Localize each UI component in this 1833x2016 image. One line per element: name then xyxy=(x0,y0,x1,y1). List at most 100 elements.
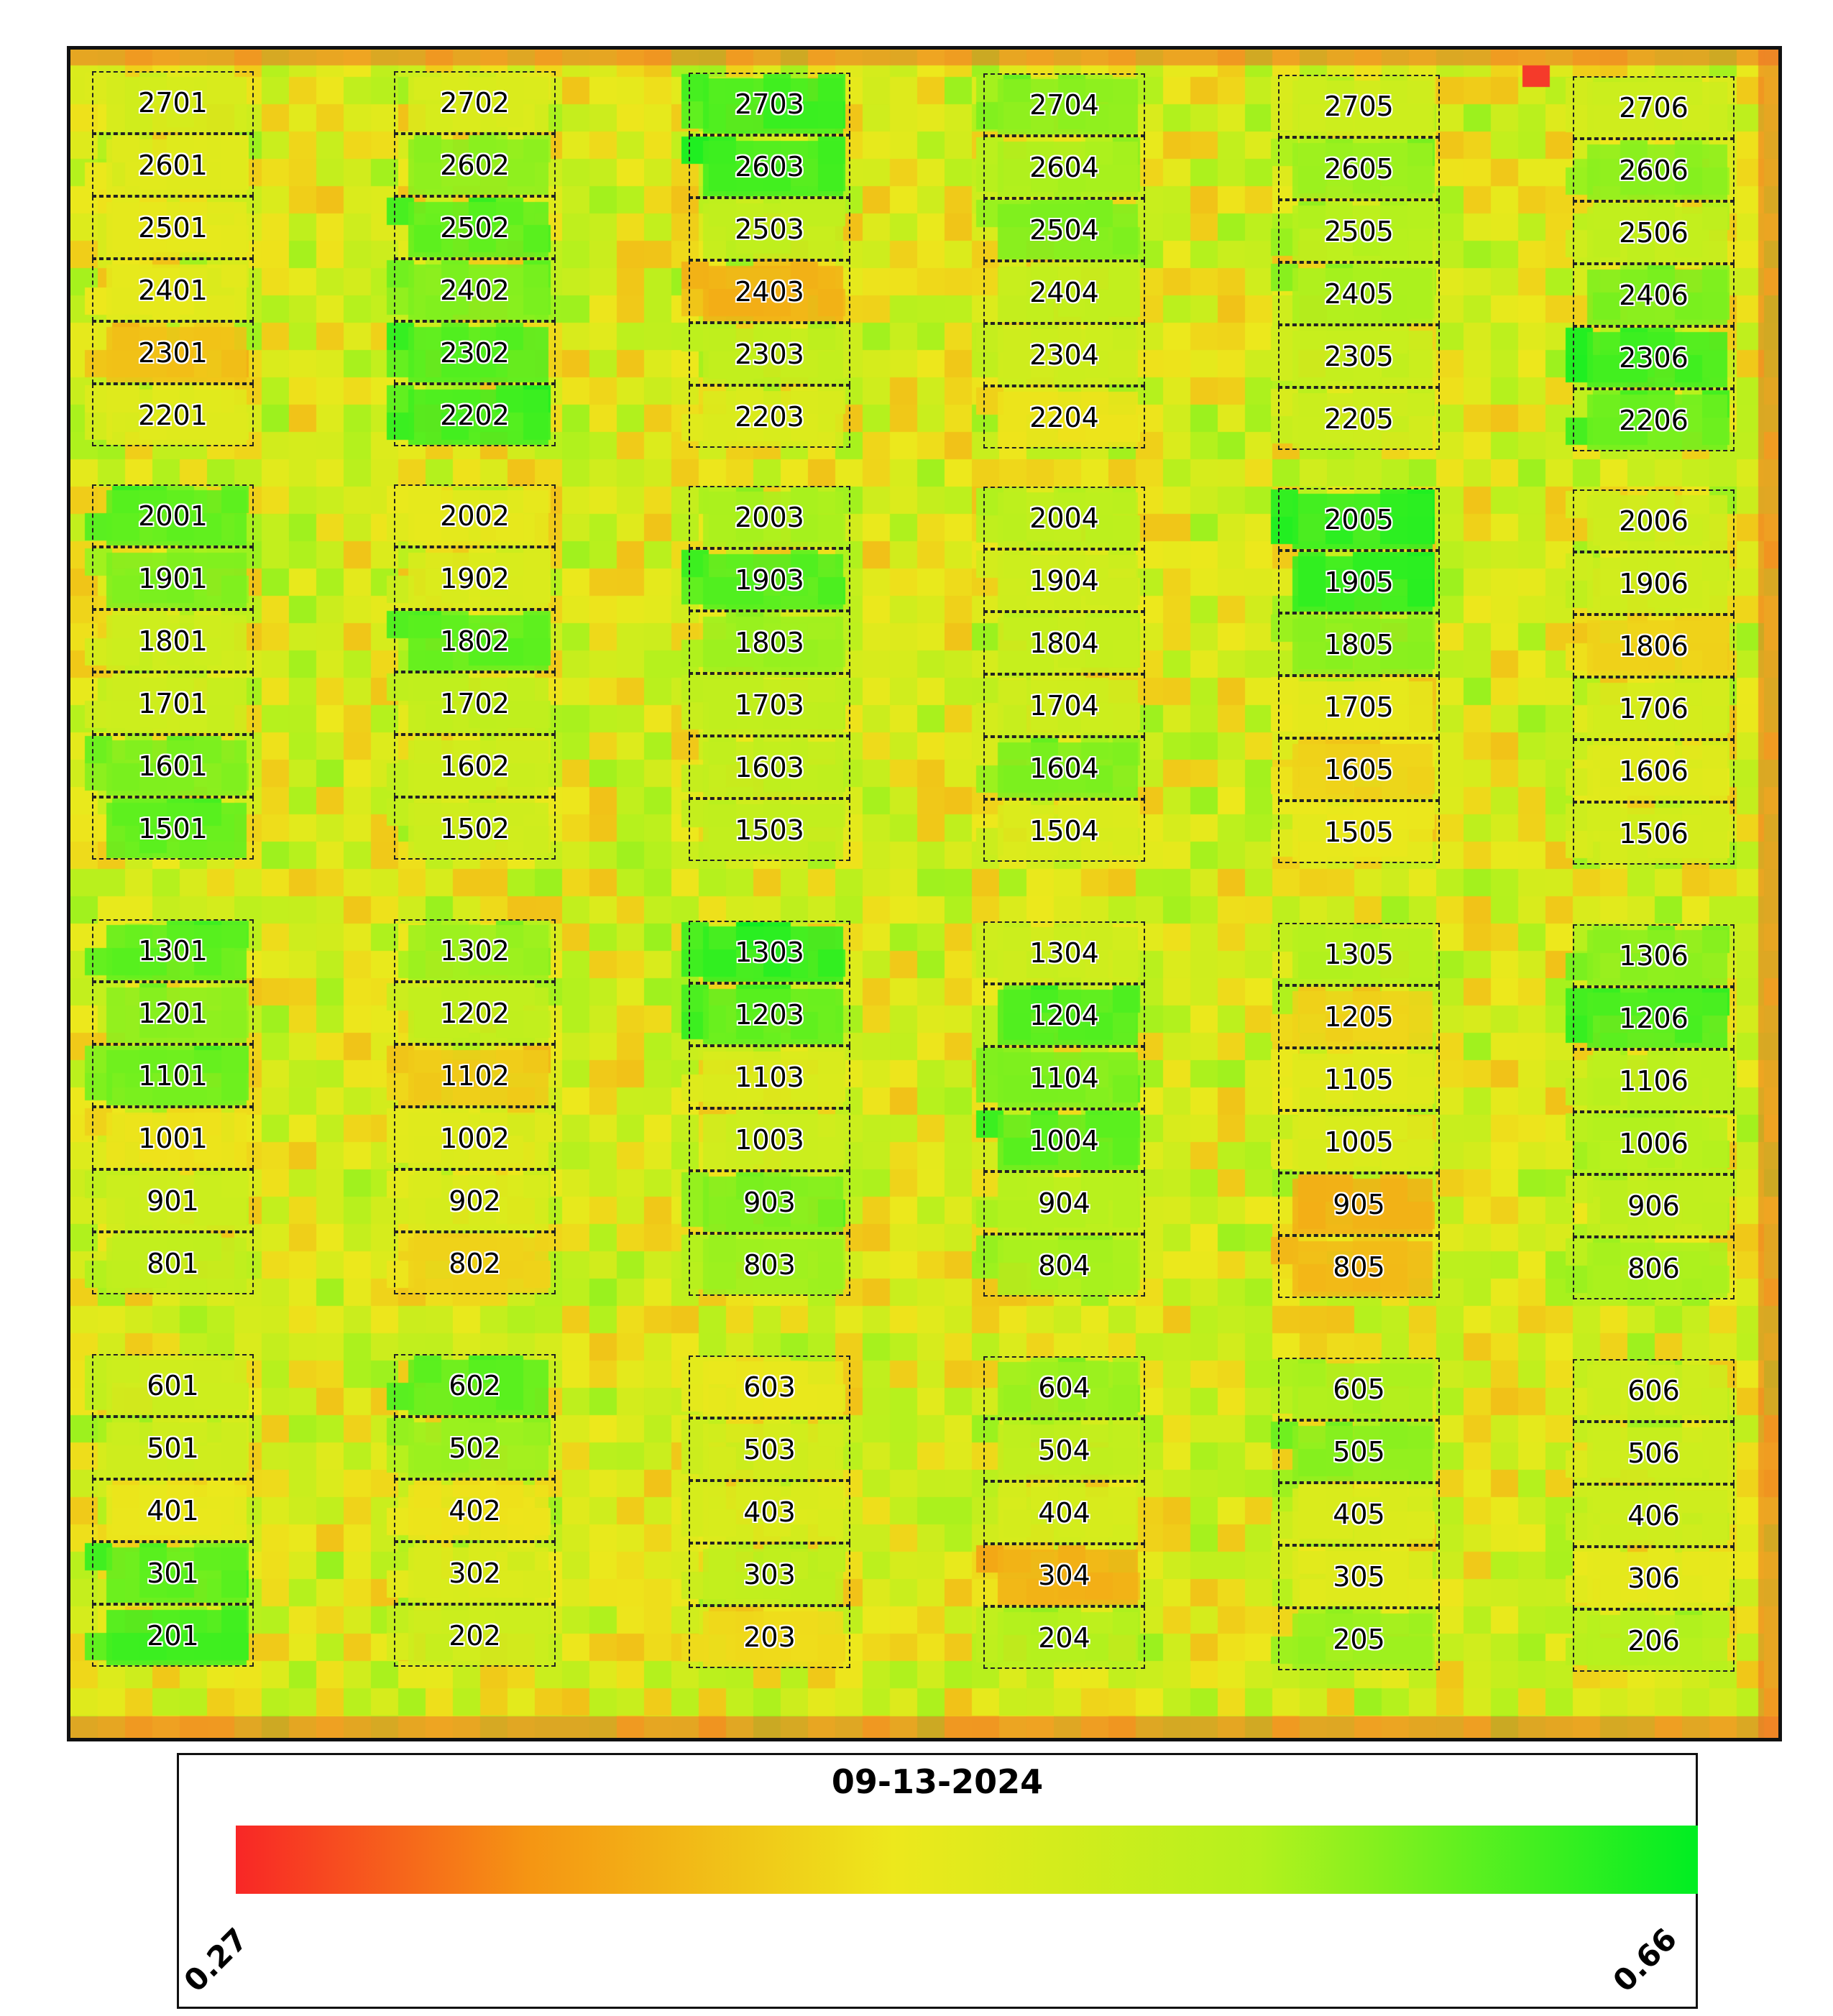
plot-2206[interactable]: 2206 xyxy=(1573,389,1735,451)
plot-1305[interactable]: 1305 xyxy=(1278,923,1440,985)
plot-2001[interactable]: 2001 xyxy=(92,484,254,547)
plot-1202[interactable]: 1202 xyxy=(394,982,556,1044)
plot-603[interactable]: 603 xyxy=(689,1355,850,1418)
plot-206[interactable]: 206 xyxy=(1573,1609,1735,1672)
plot-1001[interactable]: 1001 xyxy=(92,1107,254,1169)
plot-2502[interactable]: 2502 xyxy=(394,196,556,259)
plot-1904[interactable]: 1904 xyxy=(983,549,1145,612)
plot-2503[interactable]: 2503 xyxy=(689,198,850,260)
plot-901[interactable]: 901 xyxy=(92,1169,254,1232)
plot-306[interactable]: 306 xyxy=(1573,1547,1735,1609)
plot-202[interactable]: 202 xyxy=(394,1604,556,1667)
plot-402[interactable]: 402 xyxy=(394,1479,556,1542)
plot-1303[interactable]: 1303 xyxy=(689,921,850,983)
plot-503[interactable]: 503 xyxy=(689,1418,850,1481)
plot-201[interactable]: 201 xyxy=(92,1604,254,1667)
plot-1205[interactable]: 1205 xyxy=(1278,985,1440,1048)
plot-204[interactable]: 204 xyxy=(983,1606,1145,1669)
plot-506[interactable]: 506 xyxy=(1573,1422,1735,1484)
plot-606[interactable]: 606 xyxy=(1573,1359,1735,1422)
plot-1606[interactable]: 1606 xyxy=(1573,740,1735,802)
plot-2701[interactable]: 2701 xyxy=(92,71,254,134)
plot-605[interactable]: 605 xyxy=(1278,1358,1440,1420)
plot-2004[interactable]: 2004 xyxy=(983,487,1145,549)
plot-203[interactable]: 203 xyxy=(689,1606,850,1668)
plot-2603[interactable]: 2603 xyxy=(689,135,850,198)
plot-2406[interactable]: 2406 xyxy=(1573,264,1735,326)
plot-602[interactable]: 602 xyxy=(394,1354,556,1417)
plot-2301[interactable]: 2301 xyxy=(92,321,254,384)
plot-1806[interactable]: 1806 xyxy=(1573,615,1735,677)
plot-2602[interactable]: 2602 xyxy=(394,134,556,196)
plot-1106[interactable]: 1106 xyxy=(1573,1049,1735,1112)
plot-2006[interactable]: 2006 xyxy=(1573,489,1735,552)
plot-1603[interactable]: 1603 xyxy=(689,736,850,798)
plot-2404[interactable]: 2404 xyxy=(983,261,1145,323)
plot-2505[interactable]: 2505 xyxy=(1278,200,1440,262)
plot-1706[interactable]: 1706 xyxy=(1573,677,1735,740)
plot-305[interactable]: 305 xyxy=(1278,1545,1440,1608)
plot-406[interactable]: 406 xyxy=(1573,1484,1735,1547)
plot-2205[interactable]: 2205 xyxy=(1278,387,1440,450)
plot-404[interactable]: 404 xyxy=(983,1481,1145,1544)
plot-2704[interactable]: 2704 xyxy=(983,73,1145,136)
plot-1605[interactable]: 1605 xyxy=(1278,738,1440,801)
plot-1301[interactable]: 1301 xyxy=(92,919,254,982)
plot-2201[interactable]: 2201 xyxy=(92,384,254,446)
plot-502[interactable]: 502 xyxy=(394,1417,556,1479)
plot-2003[interactable]: 2003 xyxy=(689,486,850,548)
plot-2305[interactable]: 2305 xyxy=(1278,325,1440,387)
plot-801[interactable]: 801 xyxy=(92,1232,254,1294)
plot-1703[interactable]: 1703 xyxy=(689,673,850,736)
plot-304[interactable]: 304 xyxy=(983,1544,1145,1606)
plot-1905[interactable]: 1905 xyxy=(1278,551,1440,613)
plot-805[interactable]: 805 xyxy=(1278,1235,1440,1298)
plot-302[interactable]: 302 xyxy=(394,1542,556,1604)
plot-2604[interactable]: 2604 xyxy=(983,136,1145,198)
plot-1505[interactable]: 1505 xyxy=(1278,801,1440,863)
plot-2403[interactable]: 2403 xyxy=(689,260,850,323)
plot-2002[interactable]: 2002 xyxy=(394,484,556,547)
plot-1004[interactable]: 1004 xyxy=(983,1109,1145,1172)
plot-1604[interactable]: 1604 xyxy=(983,737,1145,799)
plot-806[interactable]: 806 xyxy=(1573,1237,1735,1299)
plot-1702[interactable]: 1702 xyxy=(394,672,556,735)
plot-905[interactable]: 905 xyxy=(1278,1173,1440,1235)
plot-1204[interactable]: 1204 xyxy=(983,984,1145,1046)
plot-1502[interactable]: 1502 xyxy=(394,797,556,860)
plot-2203[interactable]: 2203 xyxy=(689,385,850,448)
plot-2501[interactable]: 2501 xyxy=(92,196,254,259)
plot-1602[interactable]: 1602 xyxy=(394,735,556,797)
plot-1104[interactable]: 1104 xyxy=(983,1046,1145,1109)
plot-504[interactable]: 504 xyxy=(983,1419,1145,1481)
plot-1903[interactable]: 1903 xyxy=(689,548,850,611)
plot-1102[interactable]: 1102 xyxy=(394,1044,556,1107)
plot-903[interactable]: 903 xyxy=(689,1171,850,1233)
plot-1005[interactable]: 1005 xyxy=(1278,1110,1440,1173)
plot-2303[interactable]: 2303 xyxy=(689,323,850,385)
plot-2506[interactable]: 2506 xyxy=(1573,201,1735,264)
plot-205[interactable]: 205 xyxy=(1278,1608,1440,1670)
plot-802[interactable]: 802 xyxy=(394,1232,556,1294)
plot-301[interactable]: 301 xyxy=(92,1542,254,1604)
plot-2304[interactable]: 2304 xyxy=(983,323,1145,386)
plot-2401[interactable]: 2401 xyxy=(92,259,254,321)
plot-1803[interactable]: 1803 xyxy=(689,611,850,673)
plot-2706[interactable]: 2706 xyxy=(1573,76,1735,139)
plot-1805[interactable]: 1805 xyxy=(1278,613,1440,676)
plot-906[interactable]: 906 xyxy=(1573,1174,1735,1237)
plot-303[interactable]: 303 xyxy=(689,1543,850,1606)
plot-1601[interactable]: 1601 xyxy=(92,735,254,797)
plot-2302[interactable]: 2302 xyxy=(394,321,556,384)
plot-604[interactable]: 604 xyxy=(983,1356,1145,1419)
plot-2606[interactable]: 2606 xyxy=(1573,139,1735,201)
plot-2405[interactable]: 2405 xyxy=(1278,262,1440,325)
plot-1902[interactable]: 1902 xyxy=(394,547,556,609)
plot-1802[interactable]: 1802 xyxy=(394,609,556,672)
plot-401[interactable]: 401 xyxy=(92,1479,254,1542)
plot-1801[interactable]: 1801 xyxy=(92,609,254,672)
plot-2705[interactable]: 2705 xyxy=(1278,75,1440,137)
plot-902[interactable]: 902 xyxy=(394,1169,556,1232)
plot-1101[interactable]: 1101 xyxy=(92,1044,254,1107)
plot-2306[interactable]: 2306 xyxy=(1573,326,1735,389)
